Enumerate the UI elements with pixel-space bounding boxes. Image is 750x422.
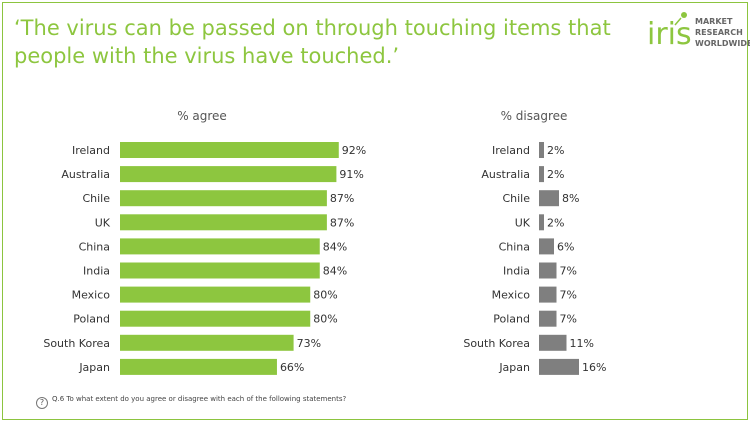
question-footnote: Q.6 To what extent do you agree or disag… — [52, 395, 347, 403]
data-label: 7% — [560, 289, 577, 302]
bar — [539, 142, 544, 158]
bar — [120, 214, 327, 231]
category-label: China — [79, 240, 110, 253]
disagree-chart: % disagree Ireland 2% Australia 2% Chile 8% UK 2… — [463, 109, 606, 375]
data-label: 92% — [342, 144, 366, 157]
data-label: 16% — [582, 361, 606, 374]
data-label: 2% — [547, 168, 564, 181]
bar — [539, 310, 557, 327]
category-label: Poland — [73, 313, 110, 326]
iris-logo: iris MARKET RESEARCH WORLDWIDE — [644, 8, 750, 56]
category-label: Ireland — [72, 144, 110, 157]
chart-title: % disagree — [501, 109, 568, 123]
data-label: 87% — [330, 192, 354, 205]
bar — [120, 142, 339, 158]
category-label: Australia — [481, 168, 530, 181]
category-label: Chile — [82, 192, 110, 205]
data-label: 2% — [547, 144, 564, 157]
data-label: 91% — [339, 168, 363, 181]
logo-tagline-line: RESEARCH — [695, 28, 743, 37]
bar — [120, 334, 294, 351]
logo-tagline-line: MARKET — [695, 17, 733, 26]
category-label: Japan — [498, 361, 530, 374]
bar — [120, 358, 277, 375]
chart-title: % agree — [177, 109, 227, 123]
bar — [120, 310, 311, 327]
data-label: 84% — [323, 240, 347, 253]
data-label: 66% — [280, 361, 304, 374]
category-label: China — [499, 240, 530, 253]
bar — [539, 214, 544, 231]
bar — [539, 334, 567, 351]
bar — [120, 262, 320, 279]
category-label: Mexico — [72, 289, 111, 302]
data-label: 7% — [560, 313, 577, 326]
category-label: Chile — [502, 192, 530, 205]
category-label: South Korea — [463, 337, 530, 350]
bar — [539, 286, 557, 303]
question-mark-icon: ? — [36, 397, 48, 409]
bar — [120, 166, 337, 183]
data-label: 80% — [313, 289, 337, 302]
slide-title: ‘The virus can be passed on through touc… — [14, 16, 611, 68]
bar — [120, 190, 327, 207]
logo-tagline: MARKET RESEARCH WORLDWIDE — [695, 16, 750, 49]
data-label: 6% — [557, 240, 574, 253]
data-label: 84% — [323, 265, 347, 278]
data-label: 73% — [297, 337, 321, 350]
bar — [539, 166, 544, 183]
data-label: 2% — [547, 216, 564, 229]
category-label: UK — [515, 216, 531, 229]
category-label: South Korea — [43, 337, 110, 350]
category-label: UK — [95, 216, 111, 229]
category-label: Australia — [61, 168, 110, 181]
bar — [120, 286, 311, 303]
data-label: 80% — [313, 313, 337, 326]
bar — [539, 190, 559, 207]
bar — [539, 262, 557, 279]
data-label: 7% — [560, 265, 577, 278]
bar — [539, 238, 554, 255]
data-label: 11% — [570, 337, 594, 350]
logo-tagline-line: WORLDWIDE — [695, 39, 750, 48]
bar — [120, 238, 320, 255]
category-label: Ireland — [492, 144, 530, 157]
category-label: Japan — [78, 361, 110, 374]
bar — [539, 358, 579, 375]
logo-brand-text: iris — [647, 17, 692, 52]
category-label: Mexico — [492, 289, 531, 302]
data-label: 8% — [562, 192, 579, 205]
category-label: India — [83, 265, 110, 278]
category-label: India — [503, 265, 530, 278]
iris-logo-mark: iris — [647, 12, 692, 52]
category-label: Poland — [493, 313, 530, 326]
data-label: 87% — [330, 216, 354, 229]
agree-chart: % agree Ireland 92% Australia 91% Chile 87% UK 8… — [43, 109, 366, 375]
